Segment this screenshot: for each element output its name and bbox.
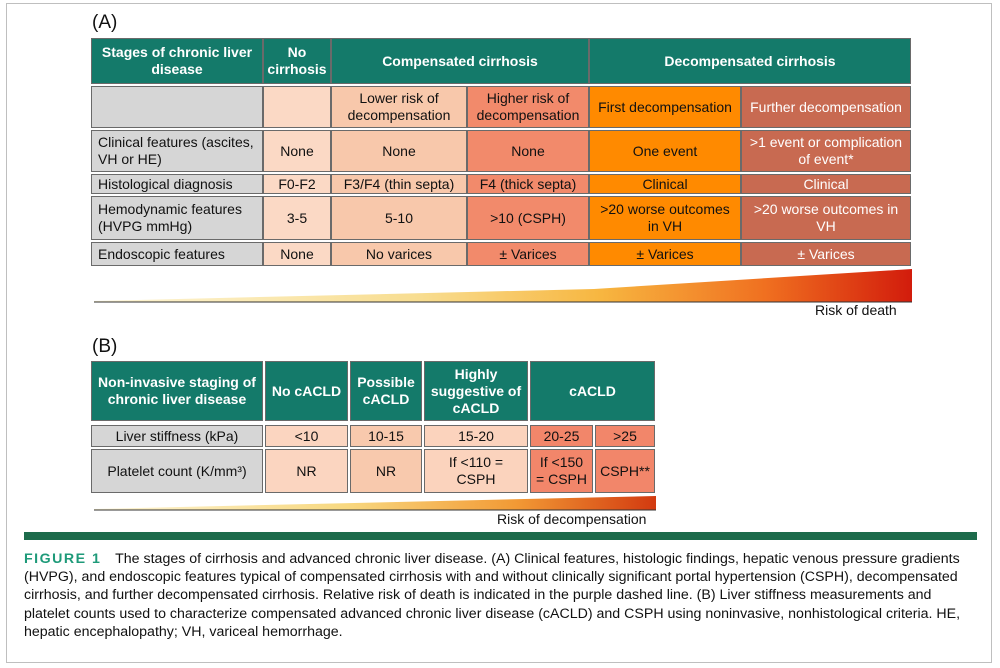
subheader-first-decomp: First decompensation [589, 86, 741, 128]
cell-endo-higher: ± Varices [467, 242, 589, 266]
cell-platelet-no-cacld: NR [265, 449, 348, 493]
figure-caption: FIGURE 1 The stages of cirrhosis and adv… [24, 550, 976, 641]
cell-platelet-possible: NR [350, 449, 422, 493]
cell-clinical-further: >1 event or complication of event* [741, 130, 911, 172]
cell-stiffness-highly: 15-20 [424, 425, 528, 447]
row-label-liver-stiffness: Liver stiffness (kPa) [91, 425, 263, 447]
cell-platelet-over-25: CSPH** [595, 449, 655, 493]
cell-endo-lower: No varices [331, 242, 467, 266]
header-compensated: Compensated cirrhosis [331, 38, 589, 84]
subheader-higher-risk: Higher risk of decompensation [467, 86, 589, 128]
cell-histo-no-cirrhosis: F0-F2 [263, 174, 331, 194]
figure-label: FIGURE 1 [24, 551, 102, 567]
cell-clinical-higher: None [467, 130, 589, 172]
cell-stiffness-possible: 10-15 [350, 425, 422, 447]
row-label-clinical: Clinical features (ascites, VH or HE) [91, 130, 263, 172]
cell-hemo-higher: >10 (CSPH) [467, 196, 589, 240]
cell-hemo-first: >20 worse outcomes in VH [589, 196, 741, 240]
cell-histo-lower: F3/F4 (thin septa) [331, 174, 467, 194]
subheader-further-decomp: Further decompensation [741, 86, 911, 128]
cell-stiffness-no-cacld: <10 [265, 425, 348, 447]
row-label-hemodynamic: Hemodynamic features (HVPG mmHg) [91, 196, 263, 240]
row-label-histological: Histological diagnosis [91, 174, 263, 194]
cell-hemo-no-cirrhosis: 3-5 [263, 196, 331, 240]
subheader-lower-risk: Lower risk of decompensation [331, 86, 467, 128]
row-label-endoscopic: Endoscopic features [91, 242, 263, 266]
cell-histo-higher: F4 (thick septa) [467, 174, 589, 194]
cell-endo-further: ± Varices [741, 242, 911, 266]
subheader-no-cirrhosis-blank [263, 86, 331, 128]
risk-of-death-label: Risk of death [815, 302, 897, 318]
cell-histo-further: Clinical [741, 174, 911, 194]
risk-of-decompensation-label: Risk of decompensation [497, 511, 647, 527]
cell-stiffness-20-25: 20-25 [530, 425, 593, 447]
cell-hemo-further: >20 worse outcomes in VH [741, 196, 911, 240]
risk-of-decompensation-wedge [94, 496, 656, 511]
panel-a-label: (A) [92, 12, 118, 33]
header-decompensated: Decompensated cirrhosis [589, 38, 911, 84]
caption-text: The stages of cirrhosis and advanced chr… [24, 551, 961, 640]
header-highly-suggestive: Highly suggestive of cACLD [424, 361, 528, 421]
header-no-cirrhosis: No cirrhosis [263, 38, 331, 84]
figure-frame [6, 3, 992, 663]
header-possible-cacld: Possible cACLD [350, 361, 422, 421]
cell-endo-first: ± Varices [589, 242, 741, 266]
header-cacld: cACLD [530, 361, 655, 421]
panel-b-label: (B) [92, 336, 118, 357]
cell-platelet-20-25: If <150 = CSPH [530, 449, 593, 493]
header-no-cacld: No cACLD [265, 361, 348, 421]
row-label-platelet-count: Platelet count (K/mm³) [91, 449, 263, 493]
cell-endo-no-cirrhosis: None [263, 242, 331, 266]
cell-clinical-first: One event [589, 130, 741, 172]
cell-stiffness-over-25: >25 [595, 425, 655, 447]
cell-hemo-lower: 5-10 [331, 196, 467, 240]
cell-clinical-no-cirrhosis: None [263, 130, 331, 172]
cell-clinical-lower: None [331, 130, 467, 172]
header-stages: Stages of chronic liver disease [91, 38, 263, 84]
caption-divider [24, 532, 977, 540]
subheader-blank [91, 86, 263, 128]
header-noninvasive-staging: Non-invasive staging of chronic liver di… [91, 361, 263, 421]
risk-of-death-wedge [94, 269, 912, 303]
cell-histo-first: Clinical [589, 174, 741, 194]
cell-platelet-highly: If <110 = CSPH [424, 449, 528, 493]
